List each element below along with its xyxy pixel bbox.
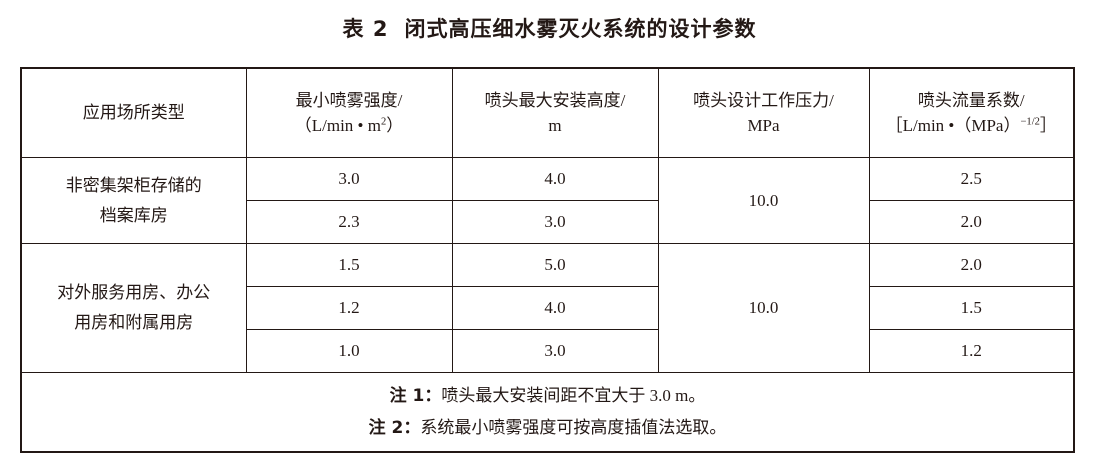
header-cell-flow-coefficient: 喷头流量系数/ ［L/min •（MPa）−1/2］ [868,67,1075,158]
cell-height: 5.0 [451,243,659,287]
table-row: 非密集架柜存储的 档案库房 3.0 4.0 10.0 2.5 [20,157,1075,244]
header-min-spray-intensity-unit: （L/min • m2） [294,116,404,135]
cell-height: 4.0 [451,286,659,330]
table-note-1: 注 1：喷头最大安装间距不宜大于 3.0 m。 [22,380,1073,412]
cell-intensity: 1.2 [245,286,453,330]
cell-coefficient: 2.0 [868,243,1075,287]
cell-intensity: 2.3 [245,200,453,244]
table-note-2: 注 2：系统最小喷雾强度可按高度插值法选取。 [22,412,1073,444]
cell-height: 3.0 [451,200,659,244]
group-label-archive-storage: 非密集架柜存储的 档案库房 [20,157,247,244]
table-row: 2.3 3.0 2.0 [21,200,1075,244]
header-cell-min-spray-intensity: 最小喷雾强度/ （L/min • m2） [245,67,453,158]
table-row: 对外服务用房、办公 用房和附属用房 1.5 5.0 10.0 2.0 [20,243,1075,373]
cell-pressure: 10.0 [657,243,870,373]
header-design-working-pressure-unit: MPa [747,116,780,135]
table-note-2-label: 注 2： [368,418,421,438]
page-title: 表 2 闭式高压细水雾灭火系统的设计参数 [0,0,1099,42]
cell-intensity: 1.5 [245,243,453,287]
cell-height: 4.0 [451,157,659,201]
table-notes-cell: 注 1：喷头最大安装间距不宜大于 3.0 m。 注 2：系统最小喷雾强度可按高度… [20,372,1075,453]
table-note-1-text: 喷头最大安装间距不宜大于 3.0 m。 [441,385,706,405]
header-max-install-height-label: 喷头最大安装高度/ [484,90,626,110]
group-label-line-1: 对外服务用房、办公 [57,283,211,303]
cell-intensity: 1.0 [245,329,453,373]
header-cell-design-working-pressure: 喷头设计工作压力/ MPa [657,67,870,158]
table-number: 表 2 [342,17,389,41]
cell-intensity: 3.0 [245,157,453,201]
table-header-row: 应用场所类型 最小喷雾强度/ （L/min • m2） 喷头最大安装高度/ m … [20,67,1075,158]
header-cell-max-install-height: 喷头最大安装高度/ m [451,67,659,158]
header-flow-coefficient-unit: ［L/min •（MPa）−1/2］ [885,116,1057,135]
table-note-2-text: 系统最小喷雾强度可按高度插值法选取。 [420,418,727,437]
cell-coefficient: 2.0 [868,200,1075,244]
cell-coefficient: 2.5 [868,157,1075,201]
cell-coefficient: 1.5 [868,286,1075,330]
header-flow-coefficient-label: 喷头流量系数/ [917,90,1025,110]
table-note-1-label: 注 1： [389,385,442,406]
table-row: 1.2 4.0 1.5 [21,286,1075,330]
design-parameter-table-container: 应用场所类型 最小喷雾强度/ （L/min • m2） 喷头最大安装高度/ m … [20,67,1075,453]
header-application-type-label: 应用场所类型 [82,103,185,123]
table-title-text: 闭式高压细水雾灭火系统的设计参数 [404,17,757,41]
group-label-line-2: 档案库房 [99,205,168,225]
table-row: 1.0 3.0 1.2 [21,329,1075,373]
header-min-spray-intensity-label: 最小喷雾强度/ [295,90,403,110]
cell-coefficient: 1.2 [868,329,1075,373]
table-notes-row: 注 1：喷头最大安装间距不宜大于 3.0 m。 注 2：系统最小喷雾强度可按高度… [20,372,1075,453]
group-label-line-2: 用房和附属用房 [74,313,194,332]
cell-pressure: 10.0 [657,157,870,244]
header-cell-application-type: 应用场所类型 [20,67,247,158]
design-parameter-table: 应用场所类型 最小喷雾强度/ （L/min • m2） 喷头最大安装高度/ m … [20,67,1075,453]
group-label-service-office-rooms: 对外服务用房、办公 用房和附属用房 [20,243,247,373]
group-label-line-1: 非密集架柜存储的 [65,175,202,195]
cell-height: 3.0 [451,329,659,373]
header-design-working-pressure-label: 喷头设计工作压力/ [693,90,834,110]
header-max-install-height-unit: m [548,116,562,135]
